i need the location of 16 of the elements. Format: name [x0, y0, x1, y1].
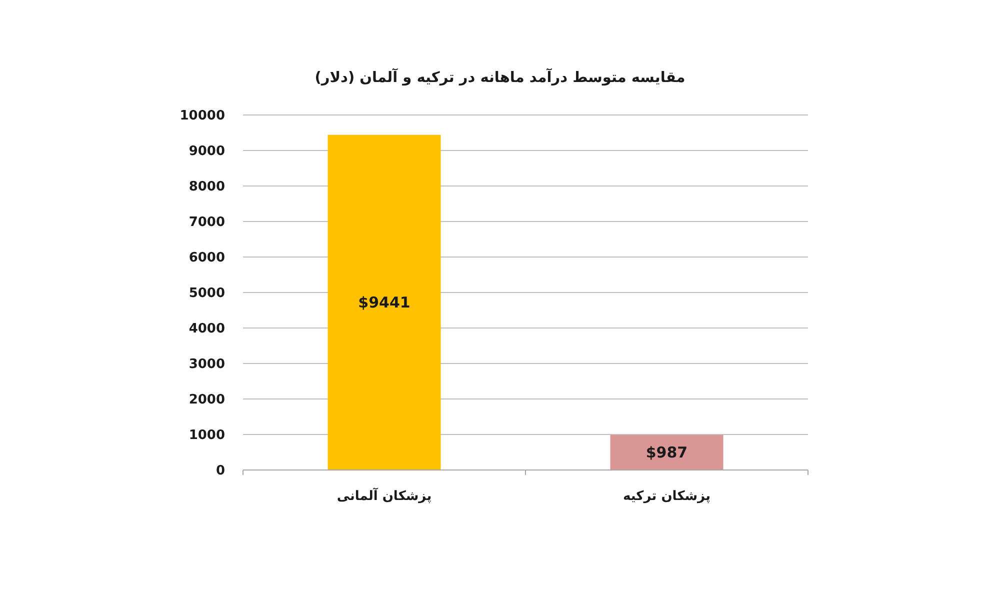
y-tick-label: 3000 [188, 357, 225, 372]
y-tick-label: 5000 [188, 286, 225, 302]
y-tick-label: 9000 [188, 144, 225, 160]
y-tick-label: 2000 [188, 392, 225, 408]
y-tick-label: 10000 [180, 108, 225, 124]
x-tick-label: پزشکان ترکیه [622, 489, 711, 504]
y-tick-label: 0 [216, 464, 225, 479]
chart-title: مقایسه متوسط درآمد ماهانه در ترکیه و آلمان (دلار) [314, 68, 686, 86]
y-tick-label: 8000 [188, 180, 225, 195]
x-tick-label: پزشکان آلمانی [336, 487, 432, 504]
y-tick-label: 4000 [188, 322, 225, 337]
y-tick-label: 6000 [188, 250, 225, 266]
data-label: $9441 [358, 294, 410, 312]
y-tick-label: 7000 [188, 215, 225, 230]
data-label: $987 [646, 444, 688, 462]
y-tick-label: 1000 [188, 428, 225, 444]
